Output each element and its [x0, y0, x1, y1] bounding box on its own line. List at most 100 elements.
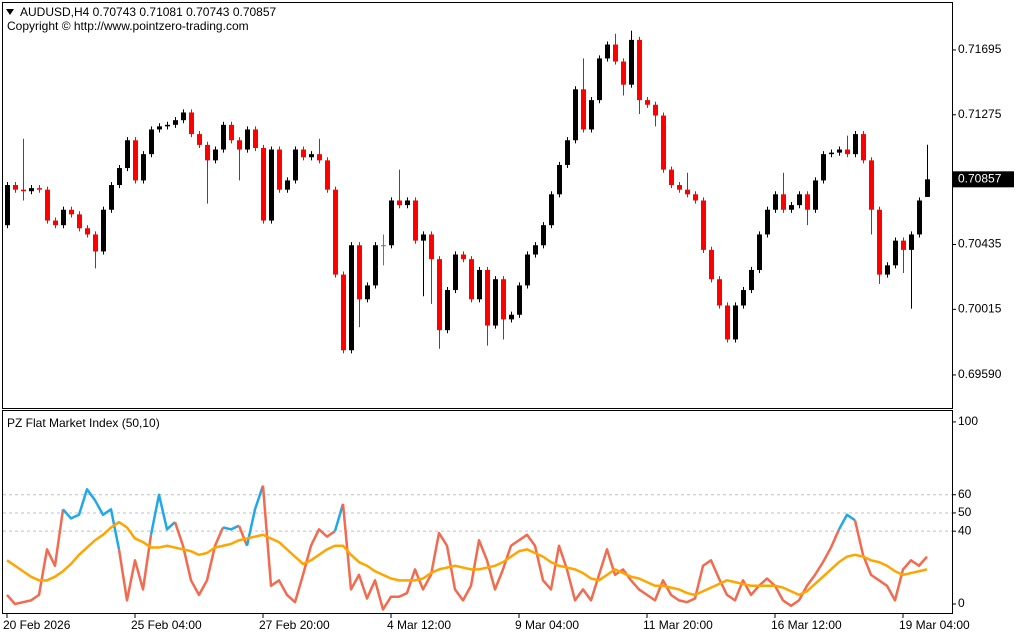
- candle-body: [85, 228, 90, 235]
- y-tick-label: 50: [958, 505, 972, 519]
- candle-body: [341, 274, 346, 351]
- indicator-title: PZ Flat Market Index (50,10): [7, 416, 160, 430]
- candle-body: [589, 100, 594, 130]
- candle-body: [269, 149, 274, 221]
- candle-body: [261, 147, 266, 221]
- candle-body: [189, 112, 194, 135]
- candle-body: [469, 259, 474, 300]
- candle-body: [317, 154, 322, 161]
- indicator-line: [62, 488, 121, 550]
- candle-body: [221, 124, 226, 150]
- candle-body: [397, 200, 402, 206]
- candle-body: [845, 149, 850, 155]
- candle-body: [917, 200, 922, 235]
- price-panel: [2, 2, 953, 409]
- candle-body: [349, 245, 354, 351]
- candle-body: [461, 254, 466, 260]
- candle-body: [101, 209, 106, 252]
- candle-body: [597, 58, 602, 101]
- x-tick-label: 11 Mar 20:00: [643, 618, 713, 632]
- candle-body: [733, 305, 738, 340]
- candle-body: [885, 265, 890, 275]
- indicator-line: [341, 503, 841, 611]
- y-tick-label: 0: [958, 596, 965, 610]
- indicator-panel: [2, 410, 953, 614]
- candle-body: [37, 188, 42, 190]
- candle-body: [365, 285, 370, 300]
- candle-body: [861, 134, 866, 161]
- candle-body: [453, 254, 458, 291]
- candle-body: [181, 112, 186, 121]
- candle-body: [749, 269, 754, 291]
- candle-body: [637, 39, 642, 101]
- indicator-line: [237, 525, 249, 547]
- x-tick-label: 20 Feb 2026: [3, 618, 71, 632]
- y-tick-label: 0.70435: [958, 237, 1002, 251]
- indicator-line: [261, 485, 336, 604]
- y-tick-label: 40: [958, 523, 972, 537]
- menu-arrow[interactable]: [6, 9, 14, 15]
- chart-title: AUDUSD,H4 0.70743 0.71081 0.70743 0.7085…: [20, 5, 277, 19]
- candle-body: [837, 149, 842, 153]
- candle-body: [797, 194, 802, 206]
- candle-body: [117, 168, 122, 186]
- x-tick-label: 9 Mar 04:00: [515, 618, 579, 632]
- indicator-line: [6, 520, 928, 597]
- candle-body: [77, 214, 82, 229]
- candle-body: [477, 269, 482, 300]
- current-price-label: 0.70857: [958, 172, 1002, 186]
- candle-body: [541, 225, 546, 246]
- candle-body: [557, 164, 562, 195]
- candle-body: [645, 100, 650, 105]
- candle-body: [205, 144, 210, 161]
- candle-body: [701, 200, 706, 250]
- candle-body: [829, 152, 834, 155]
- x-tick-label: 25 Feb 04:00: [131, 618, 202, 632]
- candle-body: [293, 149, 298, 181]
- candle-body: [421, 234, 426, 241]
- indicator-line: [222, 524, 240, 531]
- candle-body: [157, 126, 162, 130]
- candle-body: [253, 129, 258, 148]
- candle-body: [277, 149, 282, 190]
- candle-body: [229, 124, 234, 141]
- candle-body: [573, 89, 578, 141]
- candle-body: [813, 180, 818, 210]
- candle-body: [909, 234, 914, 250]
- candle-body: [757, 234, 762, 270]
- candle-body: [901, 240, 906, 250]
- indicator-line: [117, 534, 153, 602]
- candle-body: [605, 44, 610, 59]
- y-tick-label: 0.70015: [958, 302, 1002, 316]
- candle-body: [669, 169, 674, 186]
- indicator-line: [837, 513, 856, 530]
- candle-body: [437, 259, 442, 331]
- candle-body: [133, 140, 138, 181]
- candle-body: [445, 290, 450, 331]
- candle-body: [93, 234, 98, 252]
- candle-body: [693, 194, 698, 201]
- indicator-line: [173, 521, 225, 597]
- candle-body: [29, 188, 34, 192]
- candle-body: [381, 245, 386, 247]
- candle-body: [805, 194, 810, 210]
- candle-body: [869, 160, 874, 210]
- candle-body: [333, 189, 338, 275]
- candle-body: [781, 194, 786, 210]
- candle-body: [141, 154, 146, 181]
- x-tick-label: 4 Mar 12:00: [387, 618, 451, 632]
- candle-body: [877, 209, 882, 275]
- candle-body: [493, 279, 498, 326]
- y-tick-label: 0.71275: [958, 107, 1002, 121]
- x-tick-label: 19 Mar 04:00: [899, 618, 970, 632]
- candle-body: [773, 194, 778, 210]
- candle-body: [357, 245, 362, 300]
- candle-body: [893, 240, 898, 266]
- indicator-line: [149, 493, 176, 536]
- candle-body: [709, 249, 714, 280]
- candle-body: [45, 189, 50, 221]
- candle-body: [725, 305, 730, 340]
- candle-body: [13, 185, 18, 190]
